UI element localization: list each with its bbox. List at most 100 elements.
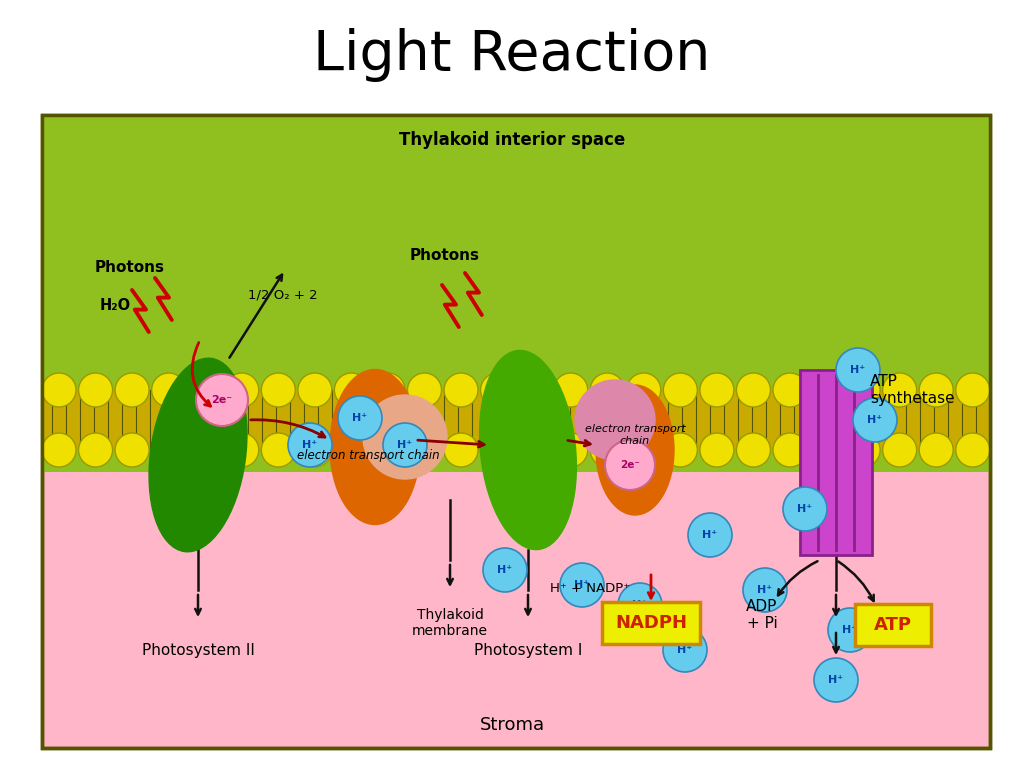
Circle shape [699,373,734,407]
Text: H⁺: H⁺ [798,504,813,514]
Text: H₂O: H₂O [100,297,131,313]
Bar [800,370,872,555]
Circle shape [836,348,880,392]
Text: H⁺: H⁺ [397,440,413,450]
Text: Photosystem II: Photosystem II [141,643,254,658]
Text: Photons: Photons [95,260,165,274]
Text: 2e⁻: 2e⁻ [621,460,640,470]
Circle shape [783,487,827,531]
Ellipse shape [596,385,674,515]
Circle shape [920,433,953,467]
Circle shape [42,373,76,407]
Circle shape [955,373,990,407]
Circle shape [883,433,916,467]
Text: ATP: ATP [874,616,912,634]
Circle shape [152,433,185,467]
FancyBboxPatch shape [602,602,700,644]
Text: ADP
+ Pi: ADP + Pi [746,599,777,631]
Circle shape [664,373,697,407]
Circle shape [115,433,150,467]
Text: H⁺: H⁺ [678,645,692,655]
Circle shape [517,433,551,467]
Circle shape [480,373,515,407]
Circle shape [408,433,441,467]
Text: Thylakoid interior space: Thylakoid interior space [399,131,625,149]
Circle shape [335,373,369,407]
Circle shape [288,423,332,467]
Circle shape [188,433,222,467]
Text: Thylakoid
membrane: Thylakoid membrane [412,608,488,638]
Circle shape [444,373,478,407]
Circle shape [408,373,441,407]
Text: Photons: Photons [410,247,480,263]
Circle shape [261,373,295,407]
FancyBboxPatch shape [855,604,931,646]
Text: H⁺: H⁺ [633,600,647,610]
Ellipse shape [330,369,420,525]
Circle shape [79,373,113,407]
Circle shape [846,373,880,407]
Text: 1/2 O₂ + 2: 1/2 O₂ + 2 [248,289,317,302]
Circle shape [444,433,478,467]
Text: H⁺: H⁺ [702,530,718,540]
Circle shape [335,433,369,467]
Circle shape [605,440,655,490]
Text: H⁺: H⁺ [352,413,368,423]
Circle shape [627,433,660,467]
Circle shape [663,628,707,672]
Circle shape [483,548,527,592]
Circle shape [828,608,872,652]
Bar [42,115,990,748]
Circle shape [371,433,404,467]
Text: Stroma: Stroma [479,716,545,734]
Bar [42,115,990,748]
Circle shape [362,395,447,479]
Circle shape [853,398,897,442]
Bar [42,115,990,472]
Circle shape [42,433,76,467]
Circle shape [955,433,990,467]
Text: Light Reaction: Light Reaction [313,28,711,82]
Circle shape [188,373,222,407]
Circle shape [590,433,625,467]
Circle shape [554,373,588,407]
Circle shape [196,374,248,426]
Text: ATP
synthetase: ATP synthetase [870,374,954,406]
Circle shape [480,433,515,467]
Circle shape [773,433,807,467]
Text: H⁺: H⁺ [851,365,865,375]
Circle shape [883,373,916,407]
Text: H⁺ + NADP⁺: H⁺ + NADP⁺ [550,582,630,595]
Circle shape [920,373,953,407]
Text: 2e⁻: 2e⁻ [211,395,232,405]
Bar [42,390,990,450]
Circle shape [298,433,332,467]
Text: Photosystem I: Photosystem I [474,643,583,658]
Text: H⁺: H⁺ [867,415,883,425]
Circle shape [627,373,660,407]
Circle shape [575,380,655,460]
Circle shape [371,373,404,407]
Circle shape [560,563,604,607]
Text: H⁺: H⁺ [302,440,317,450]
Circle shape [554,433,588,467]
Circle shape [383,423,427,467]
Circle shape [261,433,295,467]
Circle shape [79,433,113,467]
Circle shape [338,396,382,440]
Circle shape [152,373,185,407]
Circle shape [743,568,787,612]
Circle shape [618,583,662,627]
Circle shape [115,373,150,407]
Circle shape [298,373,332,407]
Circle shape [590,373,625,407]
Text: H⁺: H⁺ [828,675,844,685]
Text: H⁺: H⁺ [574,580,590,590]
Circle shape [810,433,844,467]
Ellipse shape [150,358,247,551]
Circle shape [224,433,259,467]
Circle shape [736,433,770,467]
Text: electron transport
chain: electron transport chain [585,424,685,445]
Text: H⁺: H⁺ [758,585,772,595]
Circle shape [810,373,844,407]
